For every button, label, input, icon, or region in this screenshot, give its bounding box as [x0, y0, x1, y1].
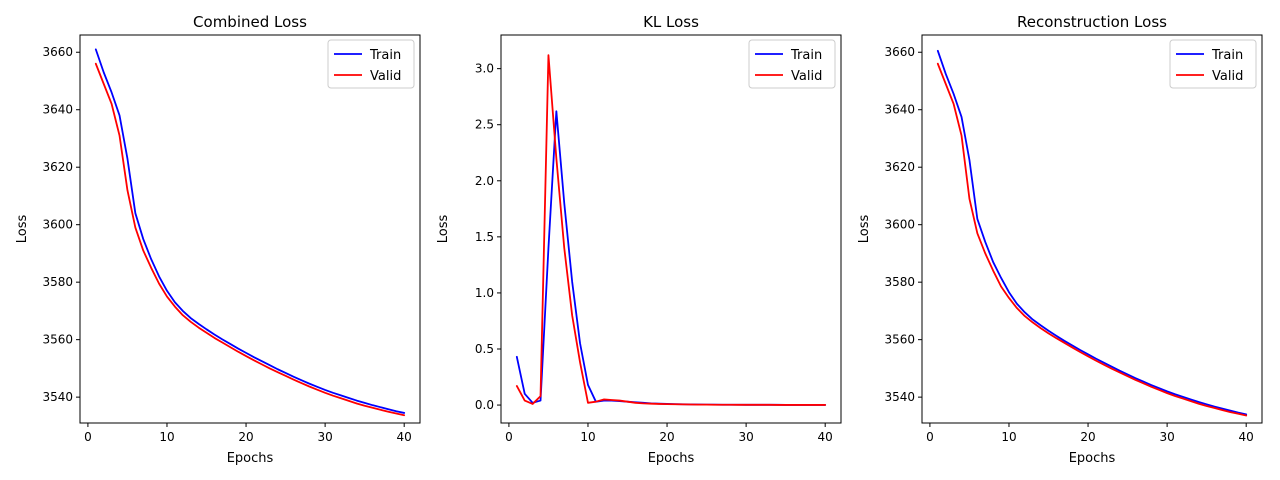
x-tick-label: 0 — [505, 430, 513, 444]
series-line-valid — [515, 54, 827, 406]
legend: Train Valid — [327, 39, 415, 89]
x-tick-label: 30 — [1159, 430, 1174, 444]
y-tick-label: 1.0 — [475, 286, 494, 300]
legend-label-train: Train — [1211, 48, 1243, 63]
y-tick-label: 3560 — [42, 333, 73, 347]
series-line-train — [936, 49, 1248, 416]
y-tick-label: 3640 — [42, 103, 73, 117]
legend-label-valid: Valid — [370, 69, 401, 84]
axes-frame — [921, 34, 1263, 424]
legend: Train Valid — [1169, 39, 1257, 89]
y-axis-label: Loss — [436, 215, 451, 244]
legend-label-train: Train — [369, 48, 401, 63]
chart-panel-3: 0 10 20 30 40 3540 3560 3580 3600 3620 3640 3660 Rec… — [857, 13, 1263, 466]
x-tick-label: 10 — [1001, 430, 1016, 444]
series-line-valid — [936, 62, 1248, 417]
y-tick-label: 3580 — [42, 275, 73, 289]
x-tick-label: 0 — [84, 430, 92, 444]
y-tick-label: 3660 — [42, 45, 73, 59]
legend-box — [327, 39, 415, 89]
x-tick-label: 30 — [317, 430, 332, 444]
x-tick-label: 20 — [1080, 430, 1095, 444]
y-tick-label: 1.5 — [475, 230, 494, 244]
y-tick-label: 3600 — [884, 218, 915, 232]
series-line-train — [94, 48, 406, 414]
legend-box — [748, 39, 836, 89]
x-tick-label: 20 — [659, 430, 674, 444]
x-tick-label: 20 — [238, 430, 253, 444]
legend-box — [1169, 39, 1257, 89]
legend-label-valid: Valid — [1212, 69, 1243, 84]
x-axis-label: Epochs — [1069, 451, 1116, 466]
legend-label-valid: Valid — [791, 69, 822, 84]
series-line-valid — [94, 62, 406, 417]
y-tick-label: 3540 — [42, 390, 73, 404]
axes-frame — [79, 34, 421, 424]
y-tick-label: 2.0 — [475, 174, 494, 188]
y-axis-label: Loss — [857, 215, 872, 244]
chart-panel-2: 0 10 20 30 40 0.0 0.5 1.0 1.5 2.0 2.5 3.0 KL Loss Epo… — [436, 13, 842, 466]
y-tick-label: 3660 — [884, 45, 915, 59]
y-tick-label: 3620 — [42, 160, 73, 174]
x-tick-label: 10 — [159, 430, 174, 444]
axes-frame — [500, 34, 842, 424]
legend: Train Valid — [748, 39, 836, 89]
series-line-train — [515, 110, 827, 406]
y-tick-label: 2.5 — [475, 118, 494, 132]
y-tick-label: 3580 — [884, 275, 915, 289]
y-tick-label: 3560 — [884, 333, 915, 347]
y-tick-label: 0.0 — [475, 398, 494, 412]
x-tick-label: 40 — [397, 430, 412, 444]
y-tick-label: 3.0 — [475, 62, 494, 76]
x-tick-label: 10 — [580, 430, 595, 444]
chart-panel-1: 0 10 20 30 40 3540 3560 3580 3600 3620 3640 3660 Com… — [15, 13, 421, 466]
y-axis-label: Loss — [15, 215, 30, 244]
y-tick-label: 3640 — [884, 103, 915, 117]
chart-title: Combined Loss — [193, 13, 307, 31]
x-axis-label: Epochs — [648, 451, 695, 466]
x-tick-label: 40 — [1239, 430, 1254, 444]
x-axis-label: Epochs — [227, 451, 274, 466]
chart-title: KL Loss — [643, 13, 699, 31]
x-tick-label: 30 — [738, 430, 753, 444]
x-tick-label: 40 — [818, 430, 833, 444]
legend-label-train: Train — [790, 48, 822, 63]
chart-title: Reconstruction Loss — [1017, 13, 1167, 31]
y-tick-label: 3600 — [42, 218, 73, 232]
x-tick-label: 0 — [926, 430, 934, 444]
y-tick-label: 3620 — [884, 160, 915, 174]
y-tick-label: 0.5 — [475, 342, 494, 356]
y-tick-label: 3540 — [884, 390, 915, 404]
